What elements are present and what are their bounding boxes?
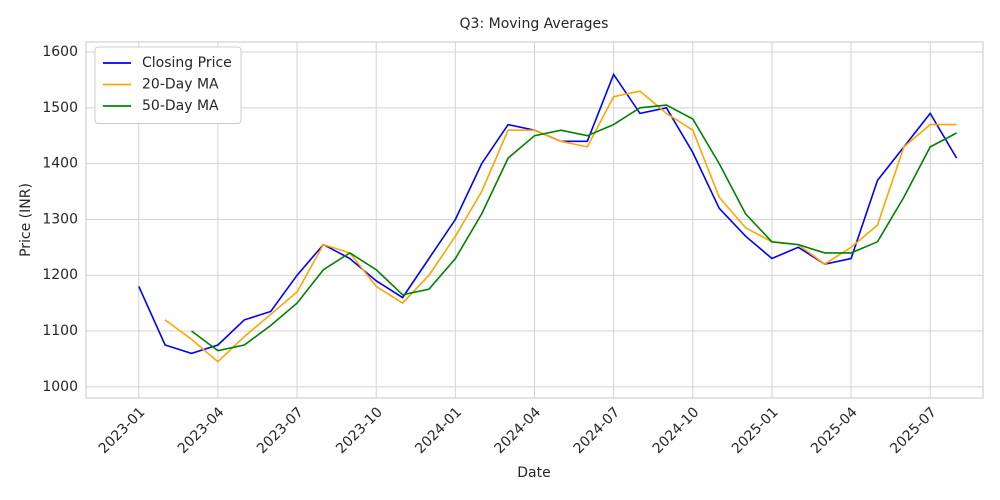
x-tick-label: 2024-07 [571,404,624,457]
plot-frame [85,41,984,399]
x-tick-label: 2024-10 [650,404,703,457]
x-axis-label: Date [517,465,550,481]
y-tick-label: 1600 [42,44,78,60]
y-tick-label: 1400 [42,156,78,172]
legend-label: Closing Price [142,55,232,71]
x-tick-label: 2023-01 [96,404,149,457]
x-tick-label: 2023-10 [333,404,386,457]
x-tick-label: 2025-04 [808,404,861,457]
series-line [164,90,957,363]
legend: Closing Price 20-Day MA 50-Day MA [94,46,242,124]
y-tick-label: 1100 [42,323,78,339]
legend-box [94,46,242,124]
x-tick-label: 2025-01 [729,404,782,457]
chart-title: Q3: Moving Averages [460,16,609,32]
x-tick-label: 2025-07 [887,404,940,457]
x-tick-label: 2023-07 [254,404,307,457]
series-line [191,104,957,352]
x-tick-label: 2024-04 [491,404,544,457]
y-axis-label: Price (INR) [18,183,34,257]
legend-label: 50-Day MA [142,98,219,114]
y-tick-label: 1500 [42,100,78,116]
y-tick-label: 1000 [42,379,78,395]
y-tick-label: 1300 [42,211,78,227]
x-tick-label: 2023-04 [175,404,228,457]
legend-label: 20-Day MA [142,77,219,93]
y-tick-label: 1200 [42,267,78,283]
x-tick-label: 2024-01 [412,404,465,457]
series-line [138,72,958,355]
